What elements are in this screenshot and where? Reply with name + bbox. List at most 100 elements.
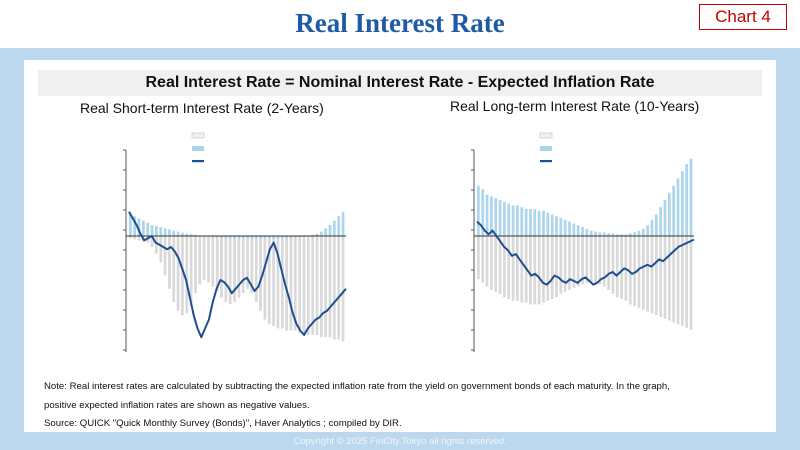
bar-expected-inflation	[685, 236, 689, 328]
bar-nominal-rate	[680, 171, 684, 236]
bar-expected-inflation	[202, 236, 206, 280]
bar-nominal-rate	[654, 214, 658, 236]
bar-nominal-rate	[529, 209, 532, 236]
bar-nominal-rate	[293, 236, 297, 238]
bar-nominal-rate	[477, 185, 480, 236]
source-line: Source: QUICK "Quick Monthly Survey (Bon…	[44, 418, 402, 429]
legend-swatch-inflation	[539, 132, 553, 139]
bar-expected-inflation	[481, 236, 485, 283]
bar-nominal-rate	[507, 203, 511, 236]
bar-expected-inflation	[589, 236, 593, 283]
bar-expected-inflation	[250, 236, 254, 294]
bar-expected-inflation	[224, 236, 228, 302]
bar-expected-inflation	[581, 236, 584, 285]
bar-nominal-rate	[667, 192, 671, 236]
bar-expected-inflation	[285, 236, 288, 331]
bar-nominal-rate	[142, 220, 145, 236]
bar-nominal-rate	[659, 207, 663, 236]
bar-nominal-rate	[341, 211, 345, 236]
bar-expected-inflation	[611, 236, 615, 294]
bar-expected-inflation	[302, 236, 306, 333]
bar-nominal-rate	[581, 227, 584, 236]
bar-expected-inflation	[485, 236, 489, 287]
bar-nominal-rate	[637, 230, 641, 236]
bar-nominal-rate	[650, 219, 654, 236]
bar-expected-inflation	[620, 236, 623, 299]
bar-nominal-rate	[272, 236, 275, 239]
note-line-2: positive expected inflation rates are sh…	[44, 400, 310, 411]
bar-expected-inflation	[311, 236, 315, 335]
bar-expected-inflation	[490, 236, 493, 290]
bar-nominal-rate	[633, 232, 636, 236]
bar-expected-inflation	[289, 236, 293, 331]
bar-expected-inflation	[659, 236, 663, 317]
bar-expected-inflation	[341, 236, 345, 342]
bar-expected-inflation	[315, 236, 319, 335]
bar-expected-inflation	[477, 236, 480, 280]
bar-nominal-rate	[555, 216, 558, 236]
bar-expected-inflation	[602, 236, 606, 287]
short-term-chart	[123, 132, 347, 352]
bar-nominal-rate	[137, 218, 141, 236]
bar-expected-inflation	[189, 236, 193, 307]
bar-expected-inflation	[520, 236, 524, 303]
bar-nominal-rate	[494, 198, 498, 236]
bar-expected-inflation	[319, 236, 323, 338]
bar-expected-inflation	[215, 236, 219, 291]
bar-expected-inflation	[293, 236, 297, 331]
bar-nominal-rate	[276, 236, 280, 239]
bar-nominal-rate	[646, 225, 649, 236]
bar-expected-inflation	[498, 236, 502, 294]
bar-expected-inflation	[254, 236, 258, 302]
bar-expected-inflation	[615, 236, 619, 298]
bar-nominal-rate	[498, 200, 502, 236]
bar-expected-inflation	[676, 236, 680, 325]
bar-expected-inflation	[689, 236, 693, 330]
bar-expected-inflation	[550, 236, 554, 299]
bar-expected-inflation	[163, 236, 167, 276]
bar-expected-inflation	[168, 236, 171, 289]
bar-expected-inflation	[607, 236, 610, 290]
bar-expected-inflation	[494, 236, 498, 292]
bar-nominal-rate	[328, 225, 332, 236]
bar-nominal-rate	[194, 234, 197, 236]
bar-nominal-rate	[332, 220, 336, 236]
bar-nominal-rate	[620, 234, 623, 236]
bar-expected-inflation	[594, 236, 597, 283]
bar-expected-inflation	[207, 236, 210, 283]
bar-expected-inflation	[537, 236, 541, 305]
bar-expected-inflation	[650, 236, 654, 314]
bar-nominal-rate	[289, 236, 293, 239]
bar-nominal-rate	[490, 196, 493, 236]
bar-expected-inflation	[150, 236, 154, 247]
bar-expected-inflation	[555, 236, 558, 298]
bar-nominal-rate	[155, 226, 158, 236]
bar-expected-inflation	[637, 236, 641, 308]
bar-nominal-rate	[311, 234, 315, 236]
bar-nominal-rate	[250, 236, 254, 239]
bar-expected-inflation	[572, 236, 576, 289]
bar-nominal-rate	[576, 225, 580, 236]
bar-expected-inflation	[568, 236, 571, 290]
bar-nominal-rate	[133, 216, 137, 236]
line-real-interest-rate	[128, 211, 347, 339]
bar-nominal-rate	[641, 228, 645, 236]
bar-expected-inflation	[546, 236, 550, 301]
bar-expected-inflation	[332, 236, 336, 340]
bar-expected-inflation	[276, 236, 280, 329]
bar-nominal-rate	[520, 207, 524, 236]
bar-expected-inflation	[337, 236, 341, 340]
bar-expected-inflation	[533, 236, 537, 305]
bar-nominal-rate	[563, 219, 567, 236]
bar-nominal-rate	[220, 236, 223, 239]
bar-nominal-rate	[241, 236, 245, 239]
bar-nominal-rate	[672, 185, 676, 236]
bar-expected-inflation	[641, 236, 645, 310]
bar-nominal-rate	[285, 236, 288, 239]
bar-expected-inflation	[228, 236, 232, 305]
bar-nominal-rate	[150, 225, 154, 236]
bar-expected-inflation	[663, 236, 667, 319]
bar-expected-inflation	[328, 236, 332, 338]
bar-expected-inflation	[198, 236, 202, 285]
bar-nominal-rate	[585, 228, 589, 236]
